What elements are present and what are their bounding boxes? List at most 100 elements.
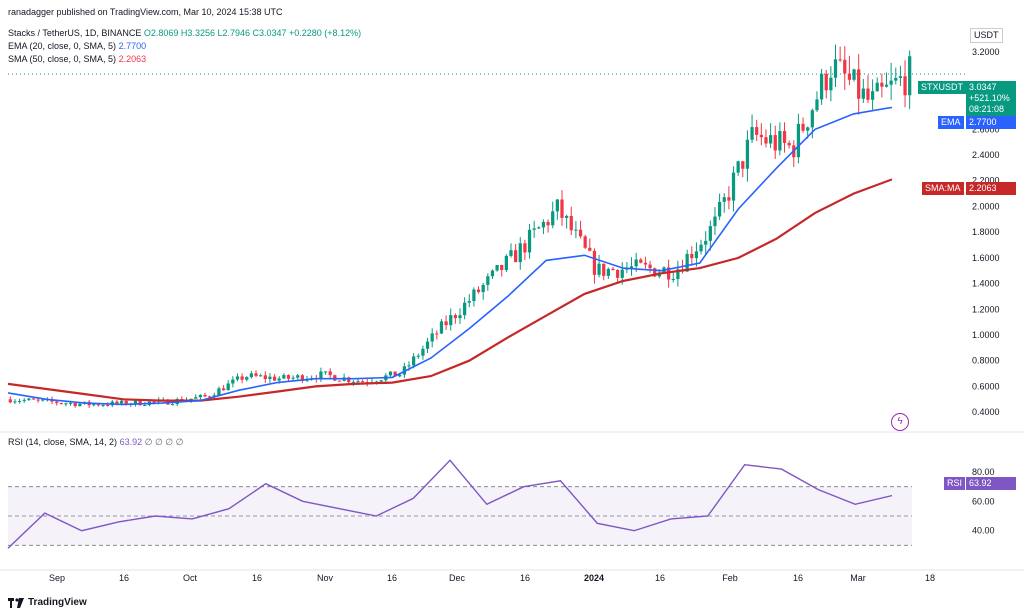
price-tick-label: 2.2000 [972, 176, 1000, 186]
candle-body [347, 377, 351, 383]
candle-body [546, 221, 550, 226]
candle-body [768, 135, 773, 144]
time-tick-label: 2024 [584, 573, 604, 583]
symbol-line: Stacks / TetherUS, 1D, BINANCE O2.8069 H… [8, 28, 362, 38]
candle-body [666, 267, 671, 280]
rsi-line [7, 459, 893, 549]
candle-body [532, 228, 536, 230]
time-tick-label: 16 [655, 573, 665, 583]
candle-body [481, 284, 485, 293]
candle-body [449, 315, 453, 326]
sma-legend[interactable]: SMA (50, close, 0, SMA, 5) 2.2063 [8, 54, 147, 64]
candle-body [592, 250, 597, 275]
ema20-line [7, 106, 893, 406]
candle-body [565, 215, 569, 218]
candle-body [412, 356, 416, 366]
candle-body [685, 253, 689, 272]
candle-body [282, 375, 286, 379]
candle-body [245, 377, 249, 380]
price-tick-label: 1.2000 [972, 304, 1000, 314]
candle-body [106, 404, 110, 406]
candle-body [829, 77, 833, 91]
candle-body [78, 403, 82, 407]
rsi-legend[interactable]: RSI (14, close, SMA, 14, 2) 63.92 ∅ ∅ ∅ … [8, 437, 184, 447]
candle-body [574, 229, 578, 231]
candle-body [824, 73, 828, 91]
candle-body [796, 123, 801, 158]
footer-brand[interactable]: TradingView [8, 597, 87, 608]
candle-body [22, 399, 26, 401]
price-tick-label: 2.0000 [972, 201, 1000, 211]
time-tick-label: Dec [449, 573, 466, 583]
price-tick-label: 1.4000 [972, 279, 1000, 289]
candle-body [713, 216, 717, 227]
candle-body [500, 264, 504, 271]
candle-body [569, 215, 573, 231]
candle-body [722, 197, 726, 202]
candle-body [254, 373, 258, 376]
rsi-tick-label: 60.00 [972, 496, 995, 506]
candle-body [523, 243, 527, 253]
candle-body [588, 247, 592, 251]
candle-body [277, 378, 281, 381]
candle-body [36, 399, 40, 401]
candle-body [819, 73, 824, 100]
candle-body [653, 268, 657, 277]
time-tick-label: 16 [252, 573, 262, 583]
candle-body [64, 403, 68, 405]
candle-body [880, 82, 884, 87]
candle-body [300, 375, 305, 381]
candle-body [323, 371, 328, 373]
ema-legend[interactable]: EMA (20, close, 0, SMA, 5) 2.7700 [8, 41, 147, 51]
candle-body [629, 266, 634, 269]
candle-body [217, 388, 221, 396]
candle-body [13, 401, 17, 403]
candle-body [908, 56, 912, 96]
time-tick-label: 16 [387, 573, 397, 583]
candle-body [467, 301, 471, 303]
candle-body [764, 137, 768, 144]
candle-body [17, 400, 22, 402]
candle-body [541, 221, 546, 228]
candle-body [490, 270, 495, 277]
candle-body [903, 76, 907, 96]
candle-body [55, 401, 59, 404]
candle-body [361, 381, 365, 383]
candle-body [444, 321, 448, 326]
candle-body [810, 110, 814, 128]
candle-body [68, 402, 73, 404]
price-tick-label: 1.6000 [972, 253, 1000, 263]
candle-body [486, 276, 490, 285]
candle-body [611, 268, 615, 271]
candle-body [416, 355, 420, 357]
candle-body [889, 80, 893, 85]
candle-body [518, 243, 522, 263]
candle-body [537, 227, 541, 229]
candle-body [838, 59, 842, 61]
candle-body [676, 269, 680, 280]
candle-body [356, 381, 360, 383]
candle-body [857, 69, 861, 99]
candle-body [875, 82, 879, 92]
candle-body [648, 264, 652, 269]
candle-body [861, 88, 865, 99]
flash-icon[interactable]: ϟ [891, 413, 909, 431]
candle-body [291, 377, 295, 379]
candle-body [435, 333, 439, 335]
candle-body [41, 399, 45, 401]
candle-body [884, 84, 889, 87]
candle-body [286, 375, 291, 379]
candle-body [439, 321, 444, 334]
candle-body [152, 401, 156, 403]
candle-body [388, 371, 393, 376]
currency-label[interactable]: USDT [970, 28, 1003, 43]
candle-body [476, 289, 481, 293]
candle-body [741, 161, 745, 169]
candle-body [73, 402, 77, 407]
candle-body [717, 201, 722, 217]
price-tick-label: 1.0000 [972, 330, 1000, 340]
candle-body [198, 394, 203, 398]
candle-body [602, 263, 606, 276]
candle-body [143, 405, 147, 407]
